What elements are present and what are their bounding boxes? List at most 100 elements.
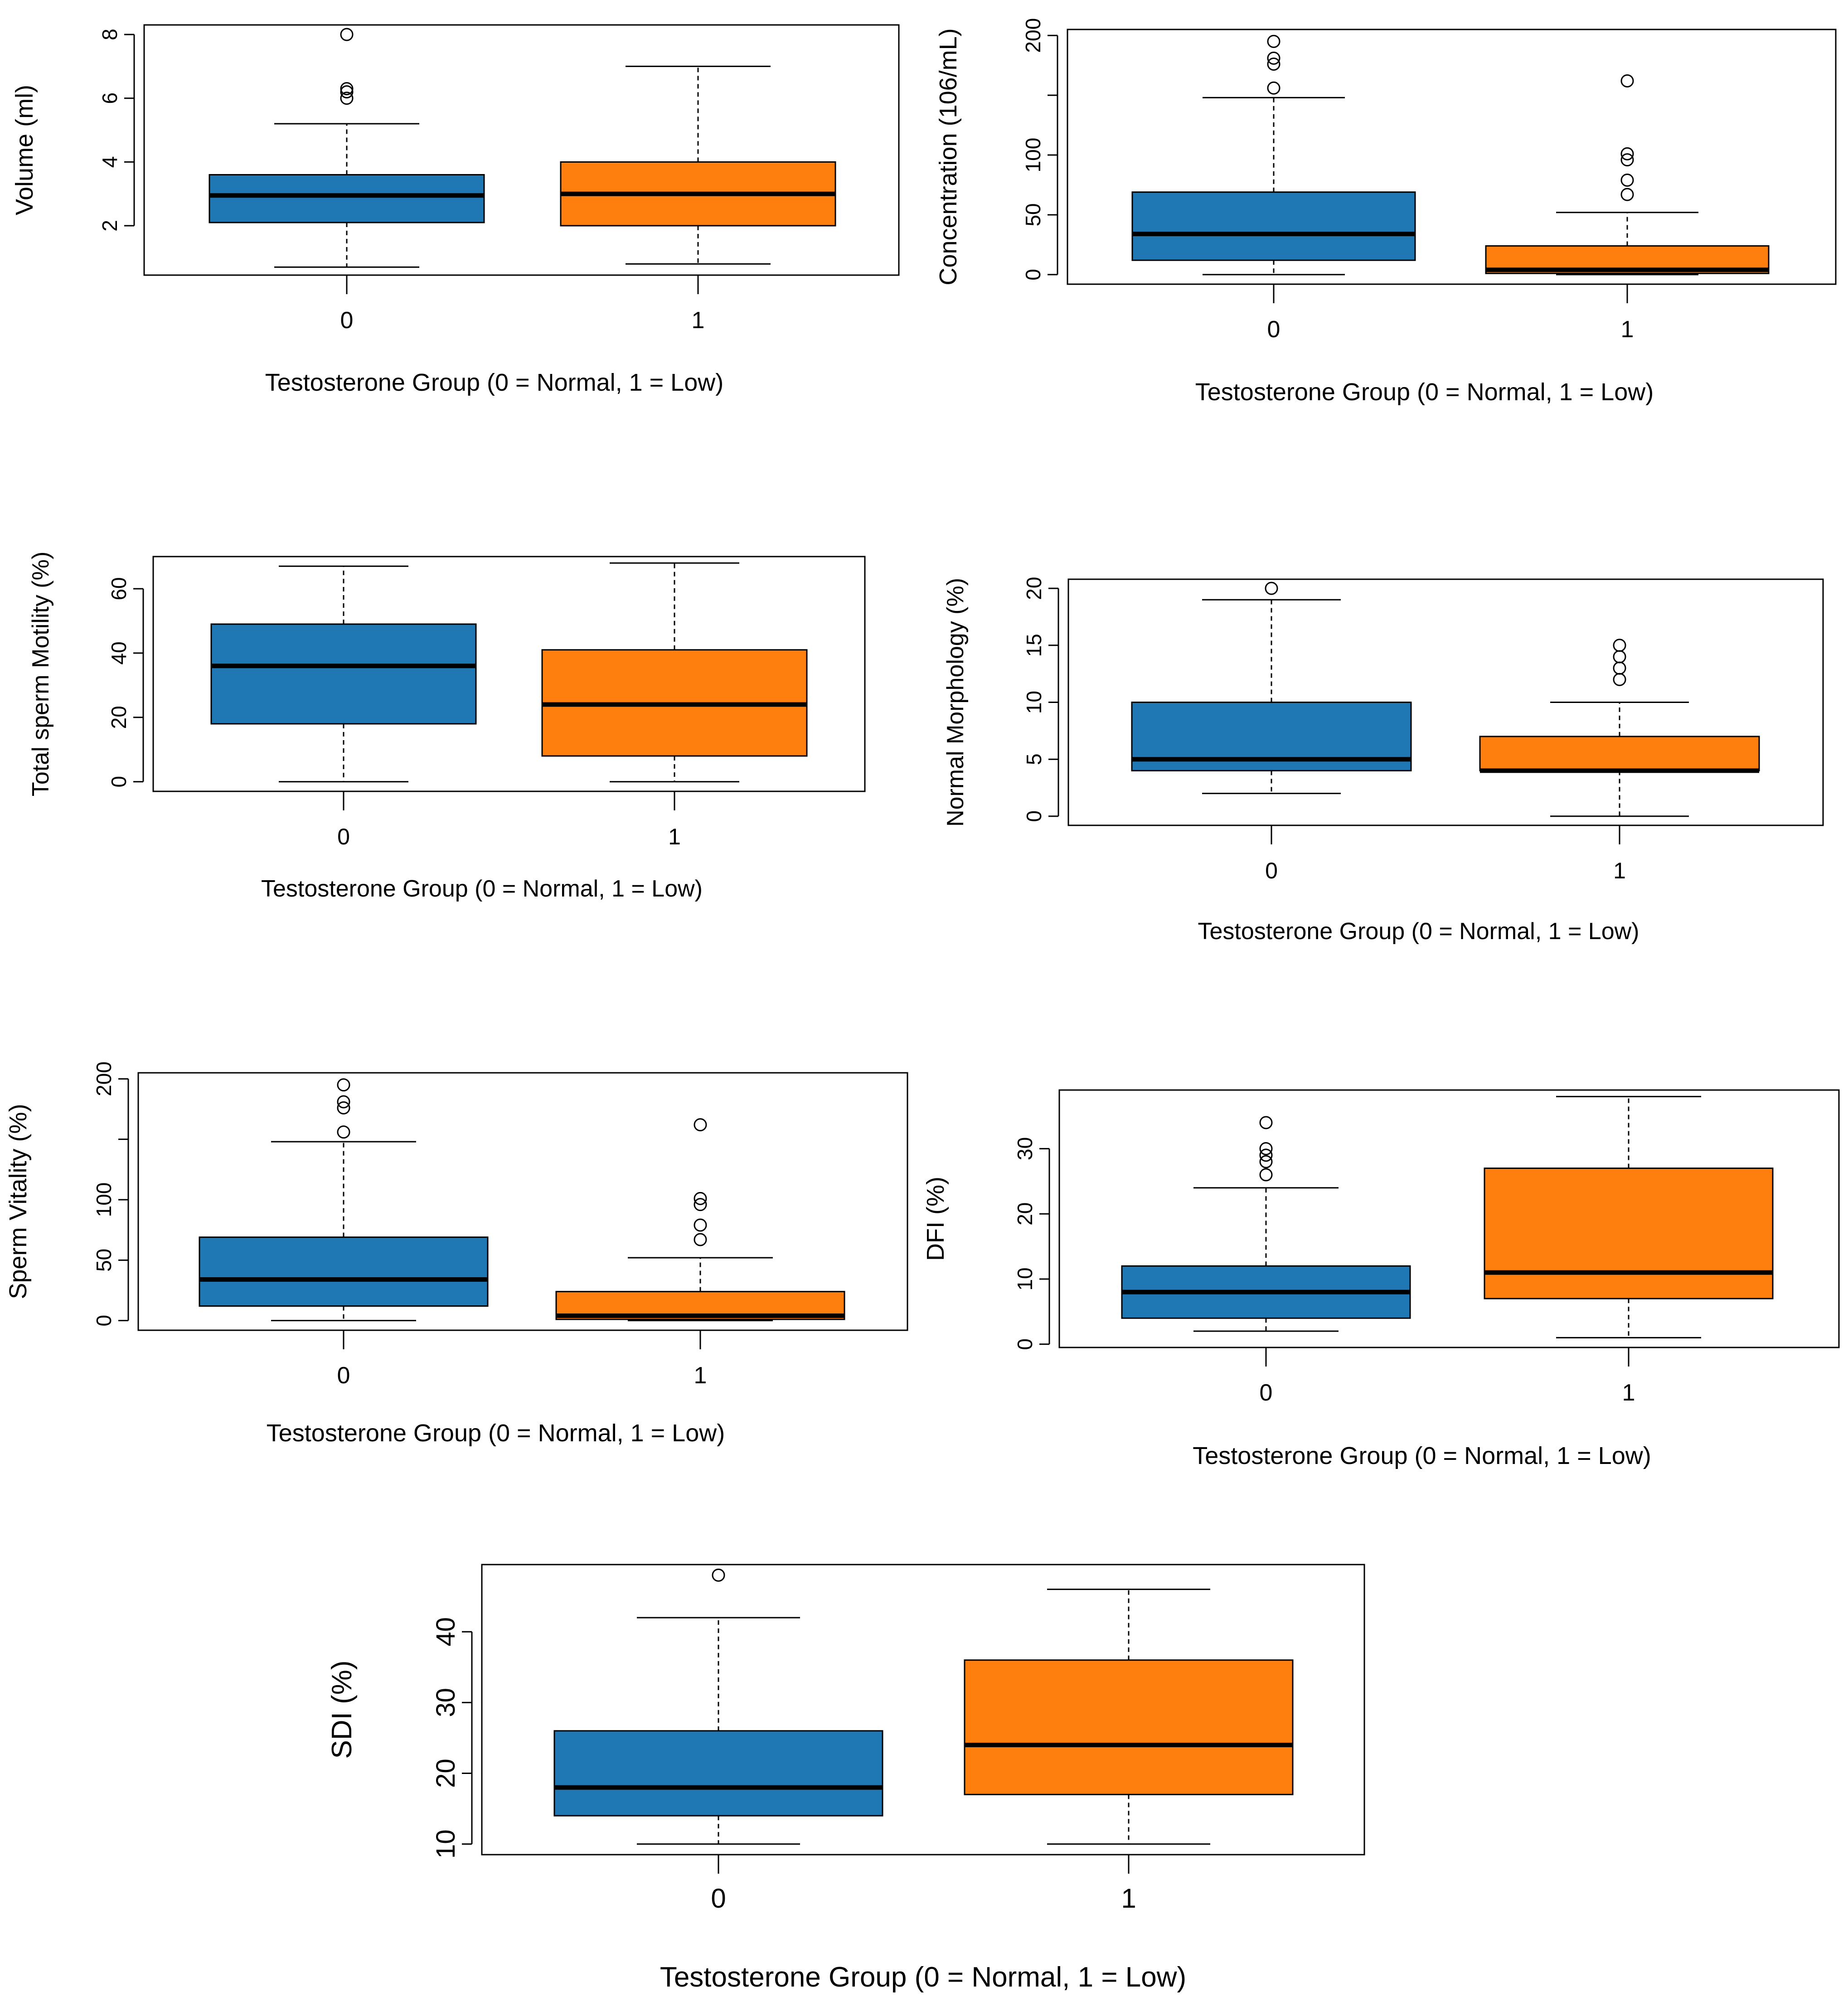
- y-tick-label: 10: [431, 1829, 461, 1859]
- x-tick-label: 0: [1265, 858, 1278, 883]
- x-axis-label: Testosterone Group (0 = Normal, 1 = Low): [1193, 1442, 1651, 1469]
- y-tick-label: 0: [1021, 269, 1045, 281]
- x-tick-label: 1: [668, 824, 681, 849]
- y-tick-label: 30: [1013, 1137, 1037, 1160]
- plot-frame: [152, 556, 866, 792]
- outlier-point: [1620, 188, 1634, 201]
- box-group-1: [1484, 1095, 1774, 1338]
- box-group-0: [209, 28, 485, 268]
- outlier-point: [1267, 34, 1281, 48]
- box-group-0: [1131, 582, 1412, 795]
- y-tick-label: 20: [107, 706, 131, 729]
- outlier-point: [1620, 153, 1634, 167]
- y-tick-label: 200: [92, 1061, 116, 1096]
- outlier-point: [340, 82, 354, 96]
- outlier-point: [1620, 173, 1634, 187]
- outlier-point: [1259, 1149, 1273, 1162]
- y-tick-label: 200: [1021, 18, 1045, 53]
- x-tick-label: 1: [1621, 316, 1634, 343]
- outlier-point: [1267, 51, 1281, 65]
- x-tick-label: 0: [337, 824, 350, 849]
- iqr-box: [553, 1730, 883, 1817]
- x-axis-label: Testosterone Group (0 = Normal, 1 = Low): [1198, 918, 1639, 945]
- chart-panel-6: 0 10 20 30 0 1 Testosterone Group (0 = Normal,…: [922, 1089, 1840, 1469]
- chart-panel-4: 0 5 10 15 20 0 1 Testosterone Group (0 = Normal…: [942, 577, 1824, 945]
- y-tick-label: 20: [1013, 1202, 1037, 1226]
- iqr-box: [209, 174, 485, 223]
- y-tick-label: 20: [1022, 577, 1046, 600]
- outlier-point: [337, 1078, 350, 1092]
- x-axis-label: Testosterone Group (0 = Normal, 1 = Low): [1195, 378, 1654, 406]
- x-tick-label: 1: [1622, 1380, 1635, 1406]
- outlier-point: [1259, 1168, 1273, 1182]
- outlier-point: [337, 1125, 350, 1139]
- y-tick-label: 8: [98, 29, 121, 40]
- outlier-point: [712, 1568, 725, 1582]
- y-tick-label: 10: [1013, 1267, 1037, 1290]
- outlier-point: [694, 1218, 707, 1232]
- outlier-point: [694, 1192, 707, 1205]
- outlier-point: [337, 1101, 350, 1115]
- y-tick-label: 0: [107, 776, 131, 788]
- outlier-point: [694, 1233, 707, 1246]
- box-group-0: [1121, 1116, 1411, 1332]
- x-tick-label: 0: [1260, 1380, 1273, 1406]
- x-axis-label: Testosterone Group (0 = Normal, 1 = Low): [261, 876, 703, 902]
- plot-frame: [1058, 1089, 1840, 1348]
- y-axis-label: Normal Morphology (%): [942, 578, 969, 827]
- chart-panel-3: 0 20 40 60 0 1 Testosterone Group (0 = Normal,…: [28, 552, 866, 902]
- y-tick-label: 50: [1021, 203, 1045, 226]
- y-tick-label: 40: [107, 641, 131, 664]
- y-tick-label: 30: [431, 1688, 461, 1717]
- outlier-point: [340, 28, 354, 41]
- y-tick-label: 0: [92, 1315, 116, 1327]
- y-axis-label: Concentration (106/mL): [935, 28, 962, 285]
- outlier-point: [337, 1095, 350, 1109]
- chart-panel-7: 10 20 30 40 0 1 Testosterone Group (0 = Normal…: [326, 1564, 1365, 1993]
- x-axis-label: Testosterone Group (0 = Normal, 1 = Low): [265, 369, 723, 396]
- outlier-point: [1267, 81, 1281, 95]
- box-group-1: [964, 1589, 1294, 1845]
- x-tick-label: 1: [692, 307, 705, 334]
- y-tick-label: 15: [1022, 634, 1046, 657]
- iqr-box: [210, 623, 477, 725]
- box-group-1: [541, 562, 808, 783]
- x-axis-label: Testosterone Group (0 = Normal, 1 = Low): [267, 1420, 725, 1447]
- outlier-point: [1613, 650, 1626, 664]
- iqr-box: [199, 1236, 489, 1307]
- y-tick-label: 0: [1013, 1338, 1037, 1350]
- plot-frame: [1067, 578, 1824, 826]
- iqr-box: [1131, 191, 1416, 261]
- y-tick-label: 100: [1021, 138, 1045, 173]
- box-group-0: [210, 565, 477, 783]
- box-group-0: [553, 1568, 883, 1845]
- iqr-box: [964, 1659, 1294, 1795]
- y-axis-label: Total sperm Motility (%): [28, 552, 54, 796]
- x-tick-label: 0: [337, 1362, 350, 1389]
- outlier-point: [1613, 661, 1626, 675]
- outlier-point: [1613, 673, 1626, 686]
- plot-frame: [481, 1564, 1365, 1856]
- outlier-point: [340, 92, 354, 105]
- plot-frame: [143, 24, 900, 276]
- outlier-point: [694, 1198, 707, 1212]
- x-tick-label: 0: [711, 1883, 726, 1914]
- x-tick-label: 0: [340, 307, 354, 334]
- box-group-1: [560, 65, 836, 265]
- chart-panel-5: 0 50 100 200 0 1 Testosterone Group (0 = Norma…: [5, 1061, 908, 1447]
- y-tick-label: 5: [1022, 753, 1046, 765]
- y-tick-label: 100: [92, 1182, 116, 1217]
- y-tick-label: 20: [431, 1759, 461, 1788]
- box-group-1: [1479, 639, 1760, 817]
- y-tick-label: 6: [98, 92, 121, 104]
- x-axis-label: Testosterone Group (0 = Normal, 1 = Low): [660, 1962, 1186, 1993]
- x-tick-label: 1: [1613, 858, 1626, 883]
- y-tick-label: 0: [1022, 810, 1046, 822]
- outlier-point: [694, 1118, 707, 1132]
- y-tick-label: 2: [98, 220, 121, 232]
- plot-frame: [137, 1072, 908, 1331]
- y-axis-label: Sperm Vitality (%): [5, 1104, 32, 1299]
- outlier-point: [1259, 1116, 1273, 1129]
- y-tick-label: 4: [98, 156, 121, 168]
